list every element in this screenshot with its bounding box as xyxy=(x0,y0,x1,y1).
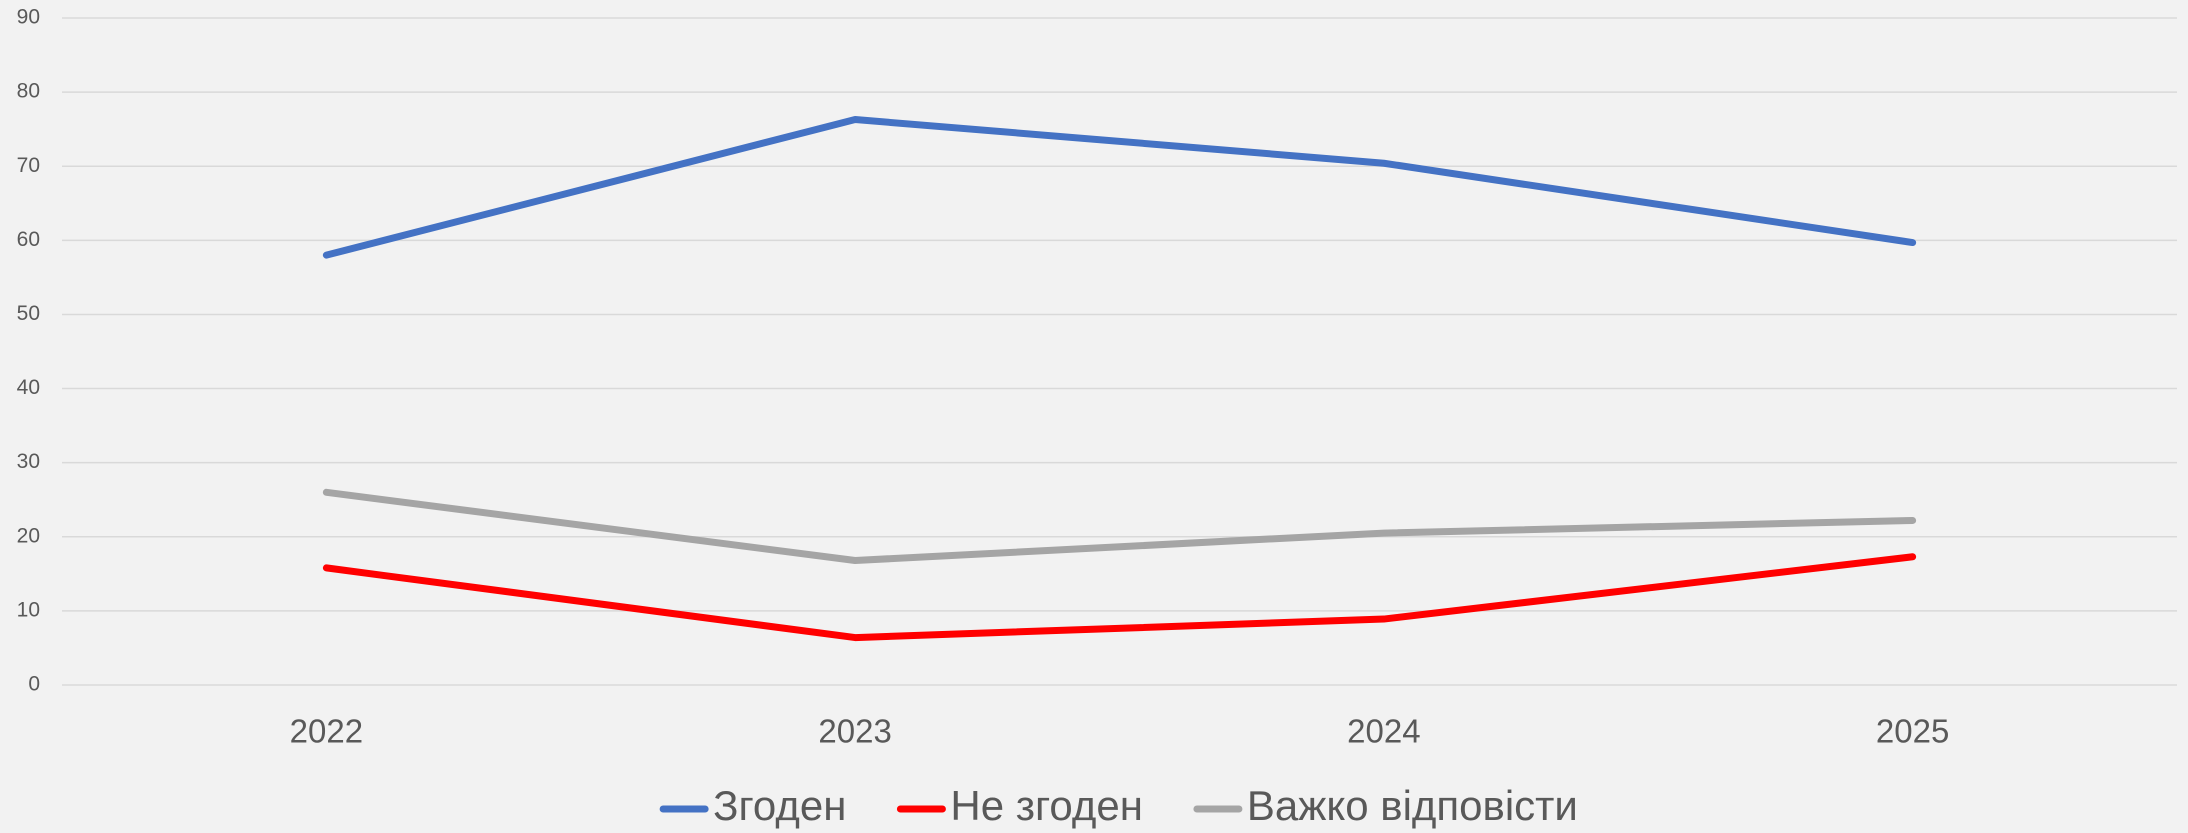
data-line xyxy=(322,488,1917,564)
data-line xyxy=(322,116,1917,259)
y-tick-label: 80 xyxy=(17,80,40,103)
x-tick-label: 2023 xyxy=(818,713,891,750)
legend-label: Важко відповісти xyxy=(1247,782,1578,829)
x-tick-label: 2022 xyxy=(290,713,363,750)
data-line xyxy=(322,553,1917,642)
y-tick-label: 70 xyxy=(17,154,40,177)
y-tick-label: 50 xyxy=(17,302,40,325)
y-tick-label: 10 xyxy=(17,598,40,621)
y-tick-label: 20 xyxy=(17,524,40,547)
x-tick-label: 2025 xyxy=(1876,713,1949,750)
y-tick-label: 0 xyxy=(28,673,40,696)
legend-label: Не згоден xyxy=(950,782,1143,829)
y-tick-label: 90 xyxy=(17,6,40,29)
y-tick-label: 40 xyxy=(17,376,40,399)
legend-label: Згоден xyxy=(713,782,846,829)
y-tick-label: 60 xyxy=(17,228,40,251)
x-tick-label: 2024 xyxy=(1347,713,1420,750)
y-tick-label: 30 xyxy=(17,450,40,473)
